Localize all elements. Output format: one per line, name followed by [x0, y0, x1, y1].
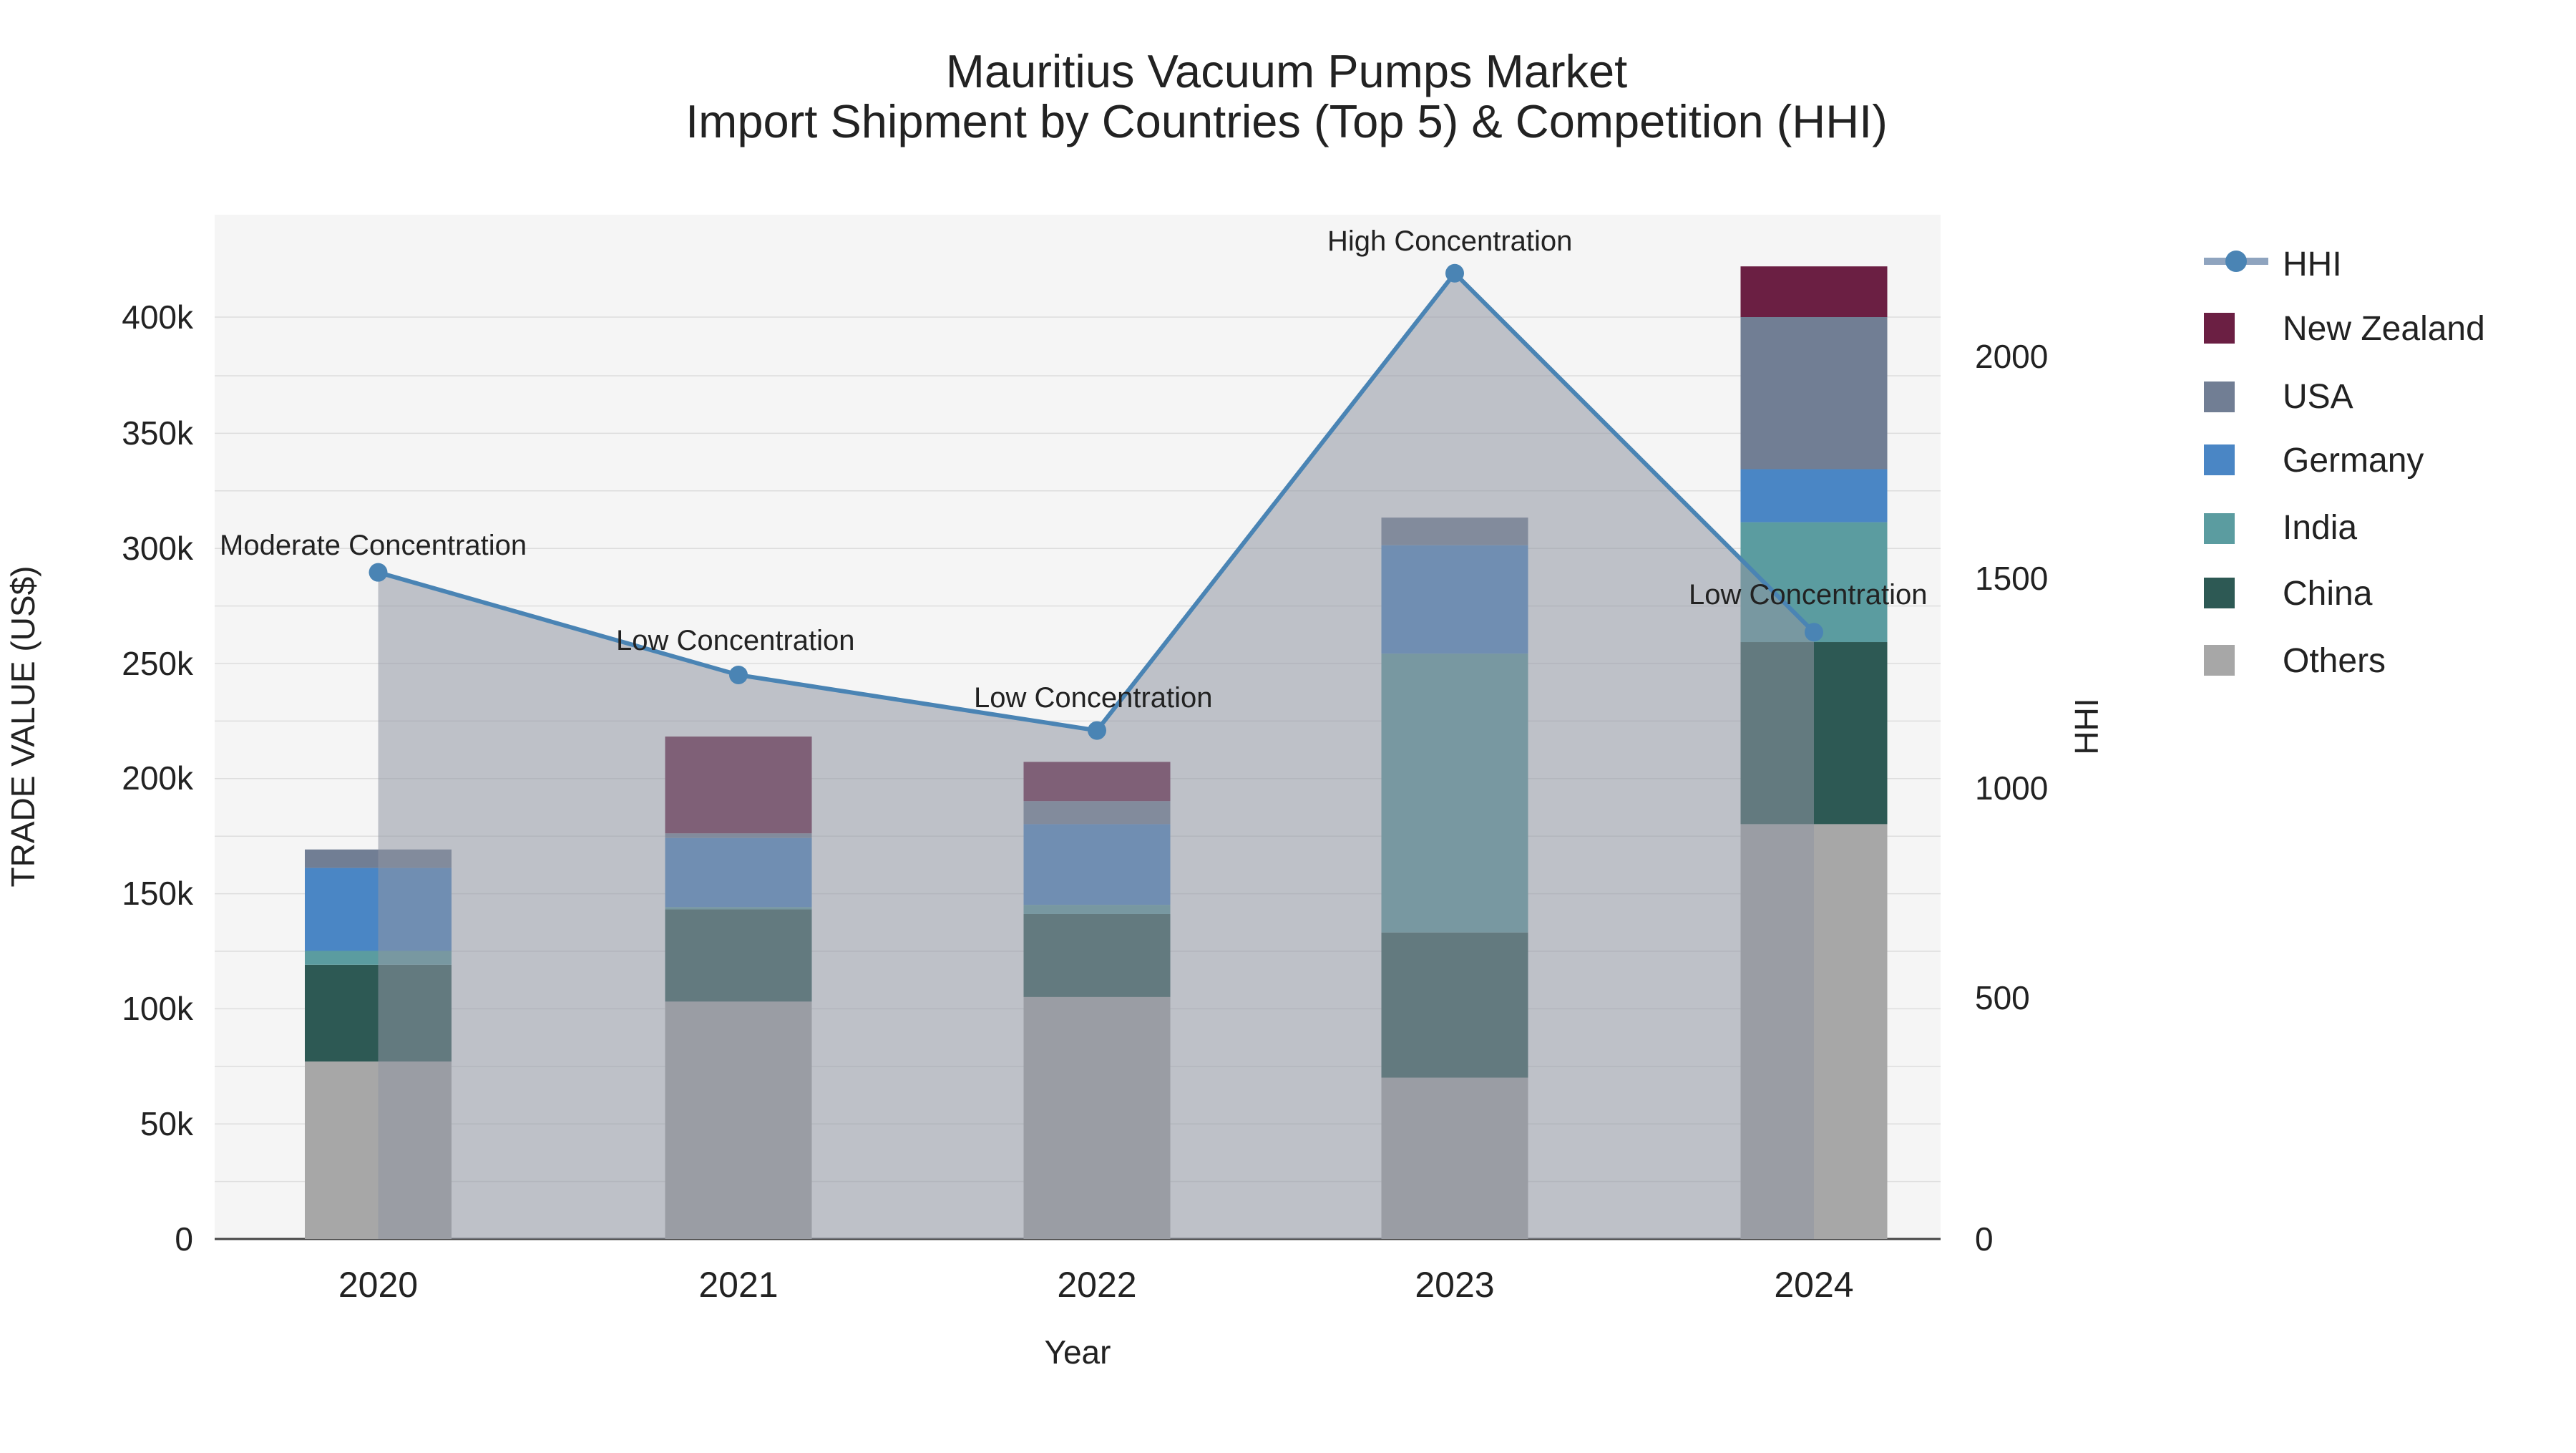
svg-text:150k: 150k — [122, 875, 194, 912]
svg-text:250k: 250k — [122, 645, 194, 682]
svg-text:Mauritius Vacuum Pumps Market: Mauritius Vacuum Pumps Market — [946, 45, 1627, 97]
svg-text:300k: 300k — [122, 530, 194, 567]
svg-text:USA: USA — [2283, 378, 2353, 416]
svg-text:Year: Year — [1045, 1333, 1111, 1371]
svg-text:1500: 1500 — [1975, 560, 2048, 597]
svg-text:Others: Others — [2283, 642, 2386, 680]
svg-text:500: 500 — [1975, 979, 2030, 1016]
svg-text:0: 0 — [175, 1220, 193, 1258]
svg-text:Germany: Germany — [2283, 442, 2424, 480]
svg-text:China: China — [2283, 575, 2373, 613]
svg-text:2020: 2020 — [338, 1265, 418, 1305]
svg-text:2022: 2022 — [1057, 1265, 1136, 1305]
svg-text:350k: 350k — [122, 414, 194, 452]
svg-text:0: 0 — [1975, 1220, 1994, 1258]
svg-text:High Concentration: High Concentration — [1327, 225, 1572, 257]
svg-text:100k: 100k — [122, 990, 194, 1027]
svg-text:Import Shipment by Countries (: Import Shipment by Countries (Top 5) & C… — [686, 95, 1888, 147]
svg-text:TRADE VALUE (US$): TRADE VALUE (US$) — [4, 565, 42, 887]
svg-text:2021: 2021 — [698, 1265, 778, 1305]
svg-text:Low Concentration: Low Concentration — [1689, 579, 1928, 611]
svg-text:2024: 2024 — [1774, 1265, 1853, 1305]
svg-text:50k: 50k — [140, 1105, 194, 1142]
svg-text:400k: 400k — [122, 298, 194, 336]
svg-text:1000: 1000 — [1975, 769, 2048, 807]
svg-text:Low Concentration: Low Concentration — [616, 625, 855, 656]
svg-text:New Zealand: New Zealand — [2283, 310, 2485, 348]
svg-text:HHI: HHI — [2283, 246, 2342, 283]
svg-text:HHI: HHI — [2068, 698, 2105, 754]
svg-text:Moderate Concentration: Moderate Concentration — [220, 530, 527, 561]
svg-text:Low Concentration: Low Concentration — [974, 682, 1213, 714]
svg-text:2023: 2023 — [1415, 1265, 1494, 1305]
svg-text:2000: 2000 — [1975, 338, 2048, 375]
svg-text:India: India — [2283, 509, 2357, 547]
svg-text:200k: 200k — [122, 759, 194, 797]
